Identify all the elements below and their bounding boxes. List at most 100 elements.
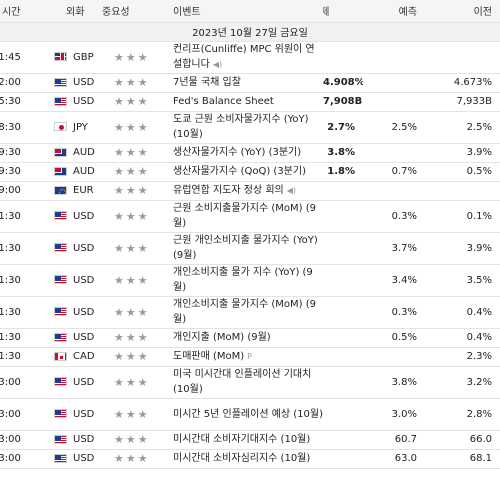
event-name[interactable]: 7년물 국채 입찰	[173, 77, 241, 88]
currency-cell: JPY	[44, 111, 100, 144]
event-name-cell[interactable]: 개인소비지출 물가 지수 (YoY) (9월)	[171, 264, 323, 297]
event-name[interactable]: 컨리프(Cunliffe) MPC 위원이 연설합니다	[173, 44, 315, 70]
table-row[interactable]: 01:45 GBP ★★★ 컨리프(Cunliffe) MPC 위원이 연설합니…	[0, 41, 500, 74]
event-name-cell[interactable]: 유럽연합 지도자 정상 회의 ◀)	[171, 181, 323, 201]
event-time: 21:30	[0, 328, 44, 348]
table-row[interactable]: 21:30 USD ★★★ 개인소비지출 물가지수 (MoM) (9월) 0.3…	[0, 296, 500, 329]
actual-value	[323, 449, 363, 469]
event-name[interactable]: 근원 소비지출물가지수 (MoM) (9월)	[173, 203, 316, 229]
header-importance[interactable]: 중요성	[100, 0, 171, 23]
currency-cell: USD	[44, 200, 100, 233]
table-row[interactable]: 08:30 JPY ★★★ 도쿄 근원 소비자물가지수 (YoY) (10월) …	[0, 111, 500, 144]
event-time: 08:30	[0, 111, 44, 144]
event-name-cell[interactable]: 도매판매 (MoM) P	[171, 347, 323, 367]
actual-value	[323, 398, 363, 431]
table-row[interactable]: 23:00 USD ★★★ 미시간대 소비자심리지수 (10월) 63.0 68…	[0, 449, 500, 469]
table-row[interactable]: 09:30 AUD ★★★ 생산자물가지수 (YoY) (3분기) 3.8% 3…	[0, 143, 500, 163]
importance-stars: ★★★	[100, 143, 171, 163]
currency-code: USD	[73, 274, 95, 286]
importance-stars: ★★★	[100, 92, 171, 112]
table-row[interactable]: 21:30 USD ★★★ 근원 소비지출물가지수 (MoM) (9월) 0.3…	[0, 200, 500, 233]
event-name[interactable]: 근원 개인소비지출 물가지수 (YoY) (9월)	[173, 235, 318, 261]
actual-value	[323, 430, 363, 450]
header-event[interactable]: 이벤트	[171, 0, 323, 23]
previous-value: 2.3%	[425, 347, 500, 367]
event-name[interactable]: 개인소비지출 물가 지수 (YoY) (9월)	[173, 267, 313, 293]
table-row[interactable]: 21:30 USD ★★★ 개인지출 (MoM) (9월) 0.5% 0.4%	[0, 328, 500, 348]
event-name-cell[interactable]: 도쿄 근원 소비자물가지수 (YoY) (10월)	[171, 111, 323, 144]
header-forecast[interactable]: 예측	[363, 0, 425, 23]
currency-code: USD	[73, 210, 95, 222]
event-name[interactable]: 도매판매 (MoM)	[173, 351, 245, 362]
event-name[interactable]: 미국 미시간대 인플레이션 기대치 (10월)	[173, 369, 312, 395]
event-name[interactable]: 미시간 5년 인플레이션 예상 (10월)	[173, 408, 323, 420]
date-row: 2023년 10월 27일 금요일	[0, 22, 500, 42]
preliminary-icon: P	[247, 352, 252, 361]
actual-value: 4.908%	[323, 73, 363, 93]
event-name[interactable]: 유럽연합 지도자 정상 회의	[173, 185, 284, 196]
event-time: 09:30	[0, 143, 44, 163]
event-time: 09:30	[0, 162, 44, 182]
table-row[interactable]: 23:00 USD ★★★ 미시간대 소비자기대지수 (10월) 60.7 66…	[0, 430, 500, 450]
table-row[interactable]: 05:30 USD ★★★ Fed's Balance Sheet 7,908B…	[0, 92, 500, 112]
event-name[interactable]: 미시간대 소비자심리지수 (10월)	[173, 453, 311, 464]
event-name[interactable]: 생산자물가지수 (YoY) (3분기)	[173, 147, 302, 158]
actual-value: 2.7%	[323, 111, 363, 144]
event-name[interactable]: 생산자물가지수 (QoQ) (3분기)	[173, 166, 306, 177]
previous-value: 4.673%	[425, 73, 500, 93]
event-name-cell[interactable]: 생산자물가지수 (QoQ) (3분기)	[171, 162, 323, 182]
currency-code: CAD	[73, 351, 95, 362]
us-flag-icon	[54, 409, 67, 418]
previous-value: 7,933B	[425, 92, 500, 112]
table-row[interactable]: 09:30 AUD ★★★ 생산자물가지수 (QoQ) (3분기) 1.8% 0…	[0, 162, 500, 182]
header-time[interactable]: 시간	[0, 0, 44, 23]
currency-code: USD	[73, 306, 95, 318]
currency-code: USD	[73, 376, 95, 388]
header-actual[interactable]: 실제	[323, 0, 363, 23]
event-name-cell[interactable]: 개인지출 (MoM) (9월)	[171, 328, 323, 348]
event-name[interactable]: 개인소비지출 물가지수 (MoM) (9월)	[173, 299, 316, 325]
event-time: 21:30	[0, 232, 44, 265]
actual-value	[323, 181, 363, 201]
event-name-cell[interactable]: 컨리프(Cunliffe) MPC 위원이 연설합니다 ◀)	[171, 41, 323, 74]
previous-value	[425, 181, 500, 201]
event-name-cell[interactable]: 미시간 5년 인플레이션 예상 (10월)	[171, 398, 323, 431]
actual-value: 1.8%	[323, 162, 363, 182]
table-row[interactable]: 21:30 CAD ★★★ 도매판매 (MoM)P 2.3%	[0, 347, 500, 367]
event-name-cell[interactable]: 생산자물가지수 (YoY) (3분기)	[171, 143, 323, 163]
event-name-cell[interactable]: 7년물 국채 입찰	[171, 73, 323, 93]
table-row[interactable]: 21:30 USD ★★★ 개인소비지출 물가 지수 (YoY) (9월) 3.…	[0, 264, 500, 297]
currency-cell: GBP	[44, 41, 100, 74]
event-name[interactable]: 미시간대 소비자기대지수 (10월)	[173, 434, 311, 445]
table-row[interactable]: 23:00 USD ★★★ 미시간 5년 인플레이션 예상 (10월) 3.0%…	[0, 398, 500, 431]
event-name-cell[interactable]: 미국 미시간대 인플레이션 기대치 (10월)	[171, 366, 323, 399]
us-flag-icon	[54, 211, 67, 220]
forecast-value	[363, 41, 425, 74]
previous-value: 3.9%	[425, 232, 500, 265]
event-time: 21:30	[0, 347, 44, 367]
event-name-cell[interactable]: 미시간대 소비자기대지수 (10월)	[171, 430, 323, 450]
header-currency[interactable]: 외화	[44, 0, 100, 23]
event-time: 21:30	[0, 200, 44, 233]
currency-code: USD	[73, 453, 95, 464]
event-name[interactable]: 개인지출 (MoM) (9월)	[173, 332, 271, 343]
previous-value: 68.1	[425, 449, 500, 469]
event-name[interactable]: Fed's Balance Sheet	[173, 96, 274, 107]
economic-calendar-table: 시간 외화 중요성 이벤트 실제 예측 이전 2023년 10월 27일 금요일…	[0, 0, 500, 469]
table-row[interactable]: 21:30 USD ★★★ 근원 개인소비지출 물가지수 (YoY) (9월) …	[0, 232, 500, 265]
gb-flag-icon	[54, 52, 67, 61]
actual-value	[323, 347, 363, 367]
table-row[interactable]: 02:00 USD ★★★ 7년물 국채 입찰 4.908% 4.673%	[0, 73, 500, 93]
event-name-cell[interactable]: 근원 개인소비지출 물가지수 (YoY) (9월)	[171, 232, 323, 265]
table-row[interactable]: 23:00 USD ★★★ 미국 미시간대 인플레이션 기대치 (10월) 3.…	[0, 366, 500, 399]
event-name-cell[interactable]: Fed's Balance Sheet	[171, 92, 323, 112]
table-row[interactable]: 19:00 EUR ★★★ 유럽연합 지도자 정상 회의◀)	[0, 181, 500, 201]
event-time: 23:00	[0, 449, 44, 469]
event-name-cell[interactable]: 근원 소비지출물가지수 (MoM) (9월)	[171, 200, 323, 233]
forecast-value: 60.7	[363, 430, 425, 450]
event-name-cell[interactable]: 미시간대 소비자심리지수 (10월)	[171, 449, 323, 469]
header-previous[interactable]: 이전	[425, 0, 500, 23]
event-name-cell[interactable]: 개인소비지출 물가지수 (MoM) (9월)	[171, 296, 323, 329]
forecast-value: 0.3%	[363, 296, 425, 329]
event-name[interactable]: 도쿄 근원 소비자물가지수 (YoY) (10월)	[173, 114, 309, 140]
